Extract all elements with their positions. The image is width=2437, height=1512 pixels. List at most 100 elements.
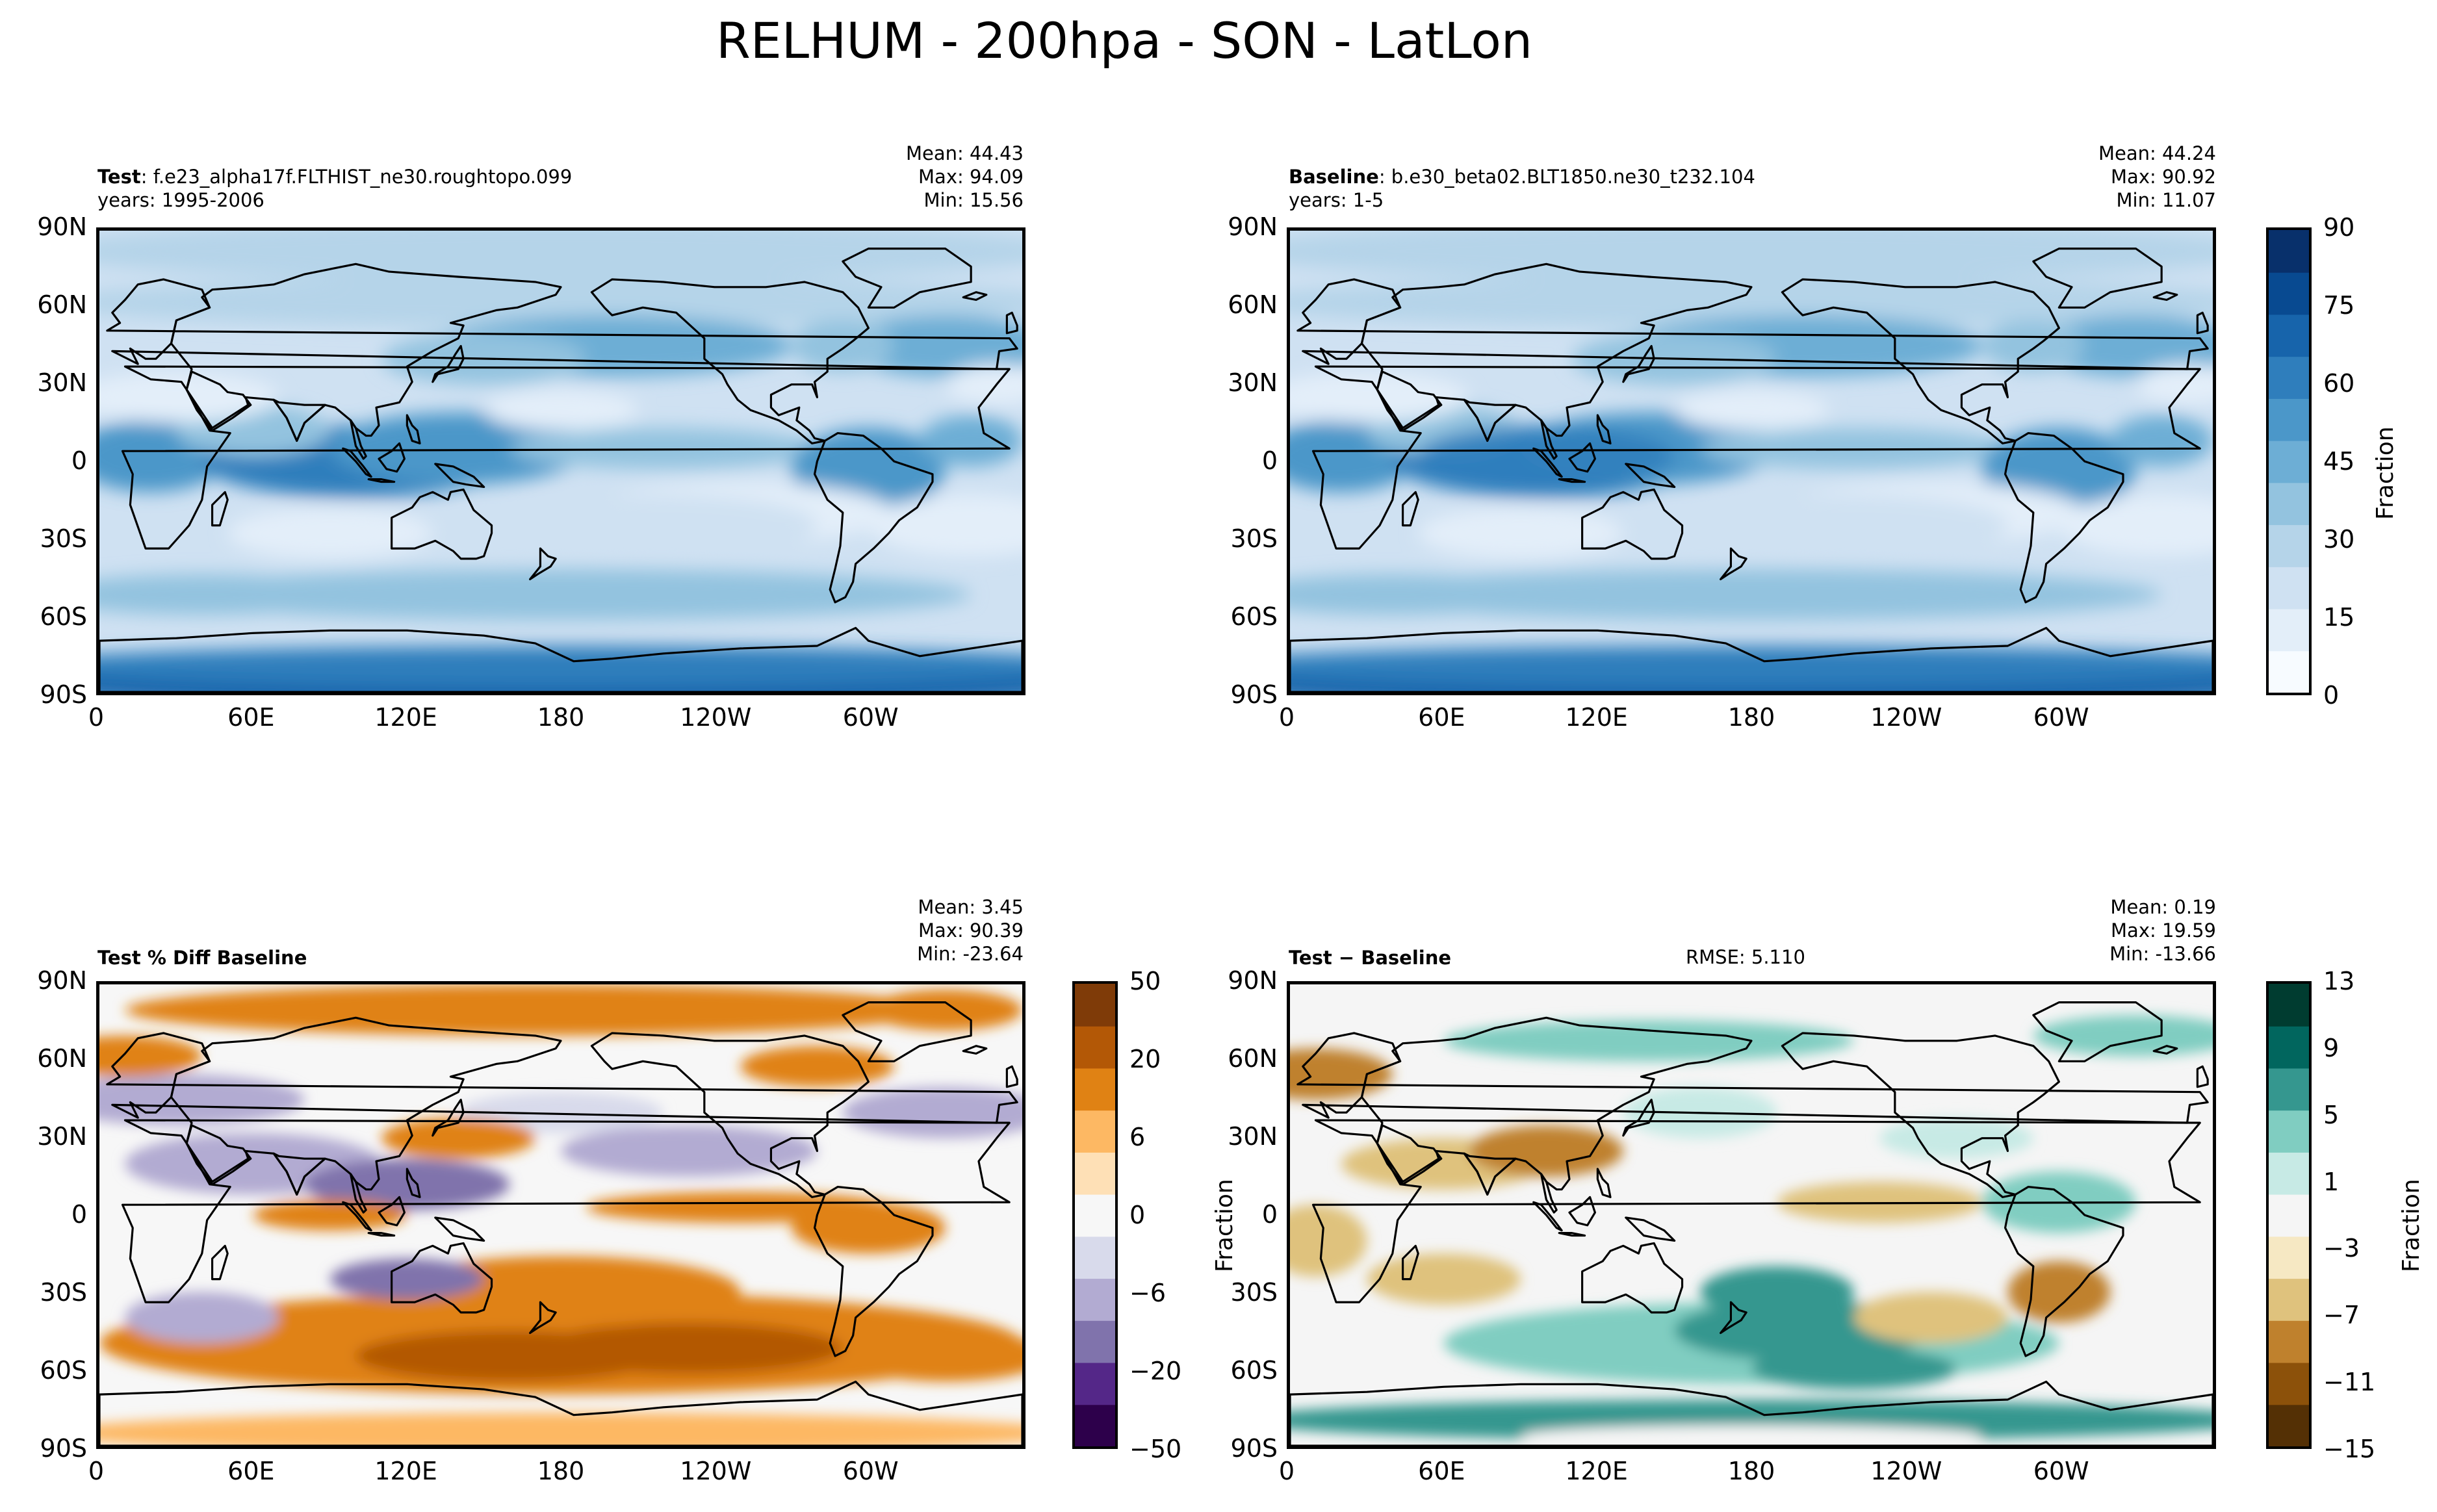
lat-tick-label: 60N (1228, 290, 1278, 319)
coastline-java (1558, 1232, 1586, 1237)
diff-header: Test − Baseline (1289, 946, 1451, 969)
colorbar-tick-label: 60 (2323, 369, 2355, 398)
colorbar-segment (2269, 524, 2309, 567)
colorbar-tick-label: 90 (2323, 213, 2355, 242)
coastline-java (1558, 478, 1586, 483)
lon-tick-label: 180 (1727, 1457, 1775, 1485)
coastlines (1290, 1001, 2213, 1446)
lat-tick-label: 30S (40, 524, 87, 553)
coastline-samerica (813, 432, 934, 604)
colorbar-tick-label: 0 (1129, 1201, 1146, 1229)
colorbar-segment (1075, 1236, 1115, 1279)
diff-min: Min: -13.66 (2109, 943, 2216, 965)
coastline-borneo (378, 1196, 406, 1227)
test-header: Test: f.e23_alpha17f.FLTHIST_ne30.rought… (97, 165, 572, 212)
coastline-uk (1005, 311, 1018, 335)
diff-max: Max: 19.59 (2111, 919, 2216, 942)
coastline-madagascar (1401, 1244, 1419, 1281)
pctdiff-label: Test % Diff Baseline (97, 947, 307, 969)
colorbar-segment (1075, 1194, 1115, 1237)
lat-tick-label: 60N (37, 290, 87, 319)
coastline-arabia (1376, 1124, 1443, 1186)
colorbar-segment (2269, 356, 2309, 399)
colorbar-segment (2269, 1151, 2309, 1195)
coastline-uk (2196, 1065, 2209, 1088)
colorbar-pctdiff (1072, 981, 1118, 1449)
test-case-name: : f.e23_alpha17f.FLTHIST_ne30.roughtopo.… (140, 166, 573, 188)
colorbar-segment (1075, 1404, 1115, 1447)
lat-tick-label: 60N (37, 1044, 87, 1073)
test-map (96, 227, 1025, 695)
colorbar-segment (2269, 1110, 2309, 1153)
colorbar-segment (1075, 1362, 1115, 1405)
pctdiff-max: Max: 90.39 (918, 919, 1024, 942)
baseline-years: years: 1-5 (1289, 189, 1384, 211)
coastline-africa (121, 365, 1011, 550)
baseline-header: Baseline: b.e30_beta02.BLT1850.ne30_t232… (1289, 165, 1755, 212)
test-mean: Mean: 44.43 (905, 142, 1024, 164)
diff-ylabel: Fraction (1211, 1179, 1238, 1272)
lat-tick-label: 0 (1261, 1200, 1278, 1229)
coastline-africa (1311, 365, 2201, 550)
lon-tick-label: 120E (374, 703, 437, 732)
coastline-newguinea (434, 1216, 485, 1242)
lon-tick-label: 120E (1565, 1457, 1628, 1485)
colorbar-tick-label: 50 (1129, 967, 1161, 995)
colorbar-segment (2269, 1320, 2309, 1363)
coastline-samerica (2004, 1186, 2124, 1357)
colorbar-tick-label: 0 (2323, 681, 2340, 710)
coastline-java (367, 478, 396, 483)
colorbar-tick-label: −20 (1129, 1357, 1182, 1385)
lon-tick-label: 120E (1565, 703, 1628, 732)
pctdiff-min: Min: -23.64 (917, 943, 1024, 965)
colorbar-segment (2269, 984, 2309, 1027)
colorbar-tick-label: 1 (2323, 1167, 2340, 1196)
coastline-madagascar (211, 491, 229, 527)
coastline-uk (2196, 311, 2209, 335)
colorbar-tick-label: 30 (2323, 525, 2355, 554)
colorbar-segment (2269, 608, 2309, 652)
coastline-antarctica (99, 626, 1022, 692)
baseline-min: Min: 11.07 (2116, 189, 2216, 211)
coastline-japan (1622, 344, 1655, 383)
coastline-australia (1581, 488, 1684, 560)
coastline-india (1463, 1152, 1517, 1196)
coastline-japan (1622, 1098, 1655, 1137)
coastline-madagascar (211, 1244, 229, 1281)
coastline-greenland (842, 1001, 972, 1062)
lat-tick-label: 90N (1228, 966, 1278, 995)
colorbar-relhum (2266, 227, 2312, 695)
lat-tick-label: 90S (1230, 1434, 1278, 1463)
baseline-stats: Mean: 44.24 Max: 90.92 Min: 11.07 (2098, 142, 2216, 212)
coastline-samerica (813, 1186, 934, 1357)
colorbar-tick-label: 15 (2323, 603, 2355, 632)
coastlines (1290, 248, 2213, 692)
pctdiff-stats: Mean: 3.45 Max: 90.39 Min: -23.64 (917, 895, 1024, 966)
coastline-japan (432, 1098, 465, 1137)
colorbar-segment (1075, 1068, 1115, 1111)
baseline-map (1287, 227, 2216, 695)
colorbar-segment (1075, 984, 1115, 1027)
pctdiff-mean: Mean: 3.45 (918, 896, 1024, 918)
colorbar-tick-label: 75 (2323, 291, 2355, 320)
baseline-max: Max: 90.92 (2111, 166, 2216, 188)
colorbar-tick-label: 6 (1129, 1123, 1146, 1151)
lon-tick-label: 60E (1418, 1457, 1465, 1485)
test-label: Test (97, 166, 141, 188)
coastline-seasia (1540, 419, 1558, 460)
coastline-nz (529, 547, 557, 581)
coastline-australia (391, 488, 493, 560)
lon-tick-label: 60W (842, 703, 899, 732)
coastline-arabia (185, 1124, 252, 1186)
coastline-sumatra (342, 447, 372, 478)
colorbar-tick-label: 45 (2323, 447, 2355, 476)
coastline-arabia (1376, 370, 1443, 432)
coastline-borneo (378, 442, 406, 473)
coastline-seasia (349, 1173, 367, 1214)
colorbar-segment (1075, 1151, 1115, 1195)
diff-label: Test − Baseline (1289, 947, 1452, 969)
colorbar-segment (2269, 398, 2309, 441)
colorbar-segment (2269, 440, 2309, 483)
colorbar-diff (2266, 981, 2312, 1449)
baseline-label: Baseline (1289, 166, 1379, 188)
